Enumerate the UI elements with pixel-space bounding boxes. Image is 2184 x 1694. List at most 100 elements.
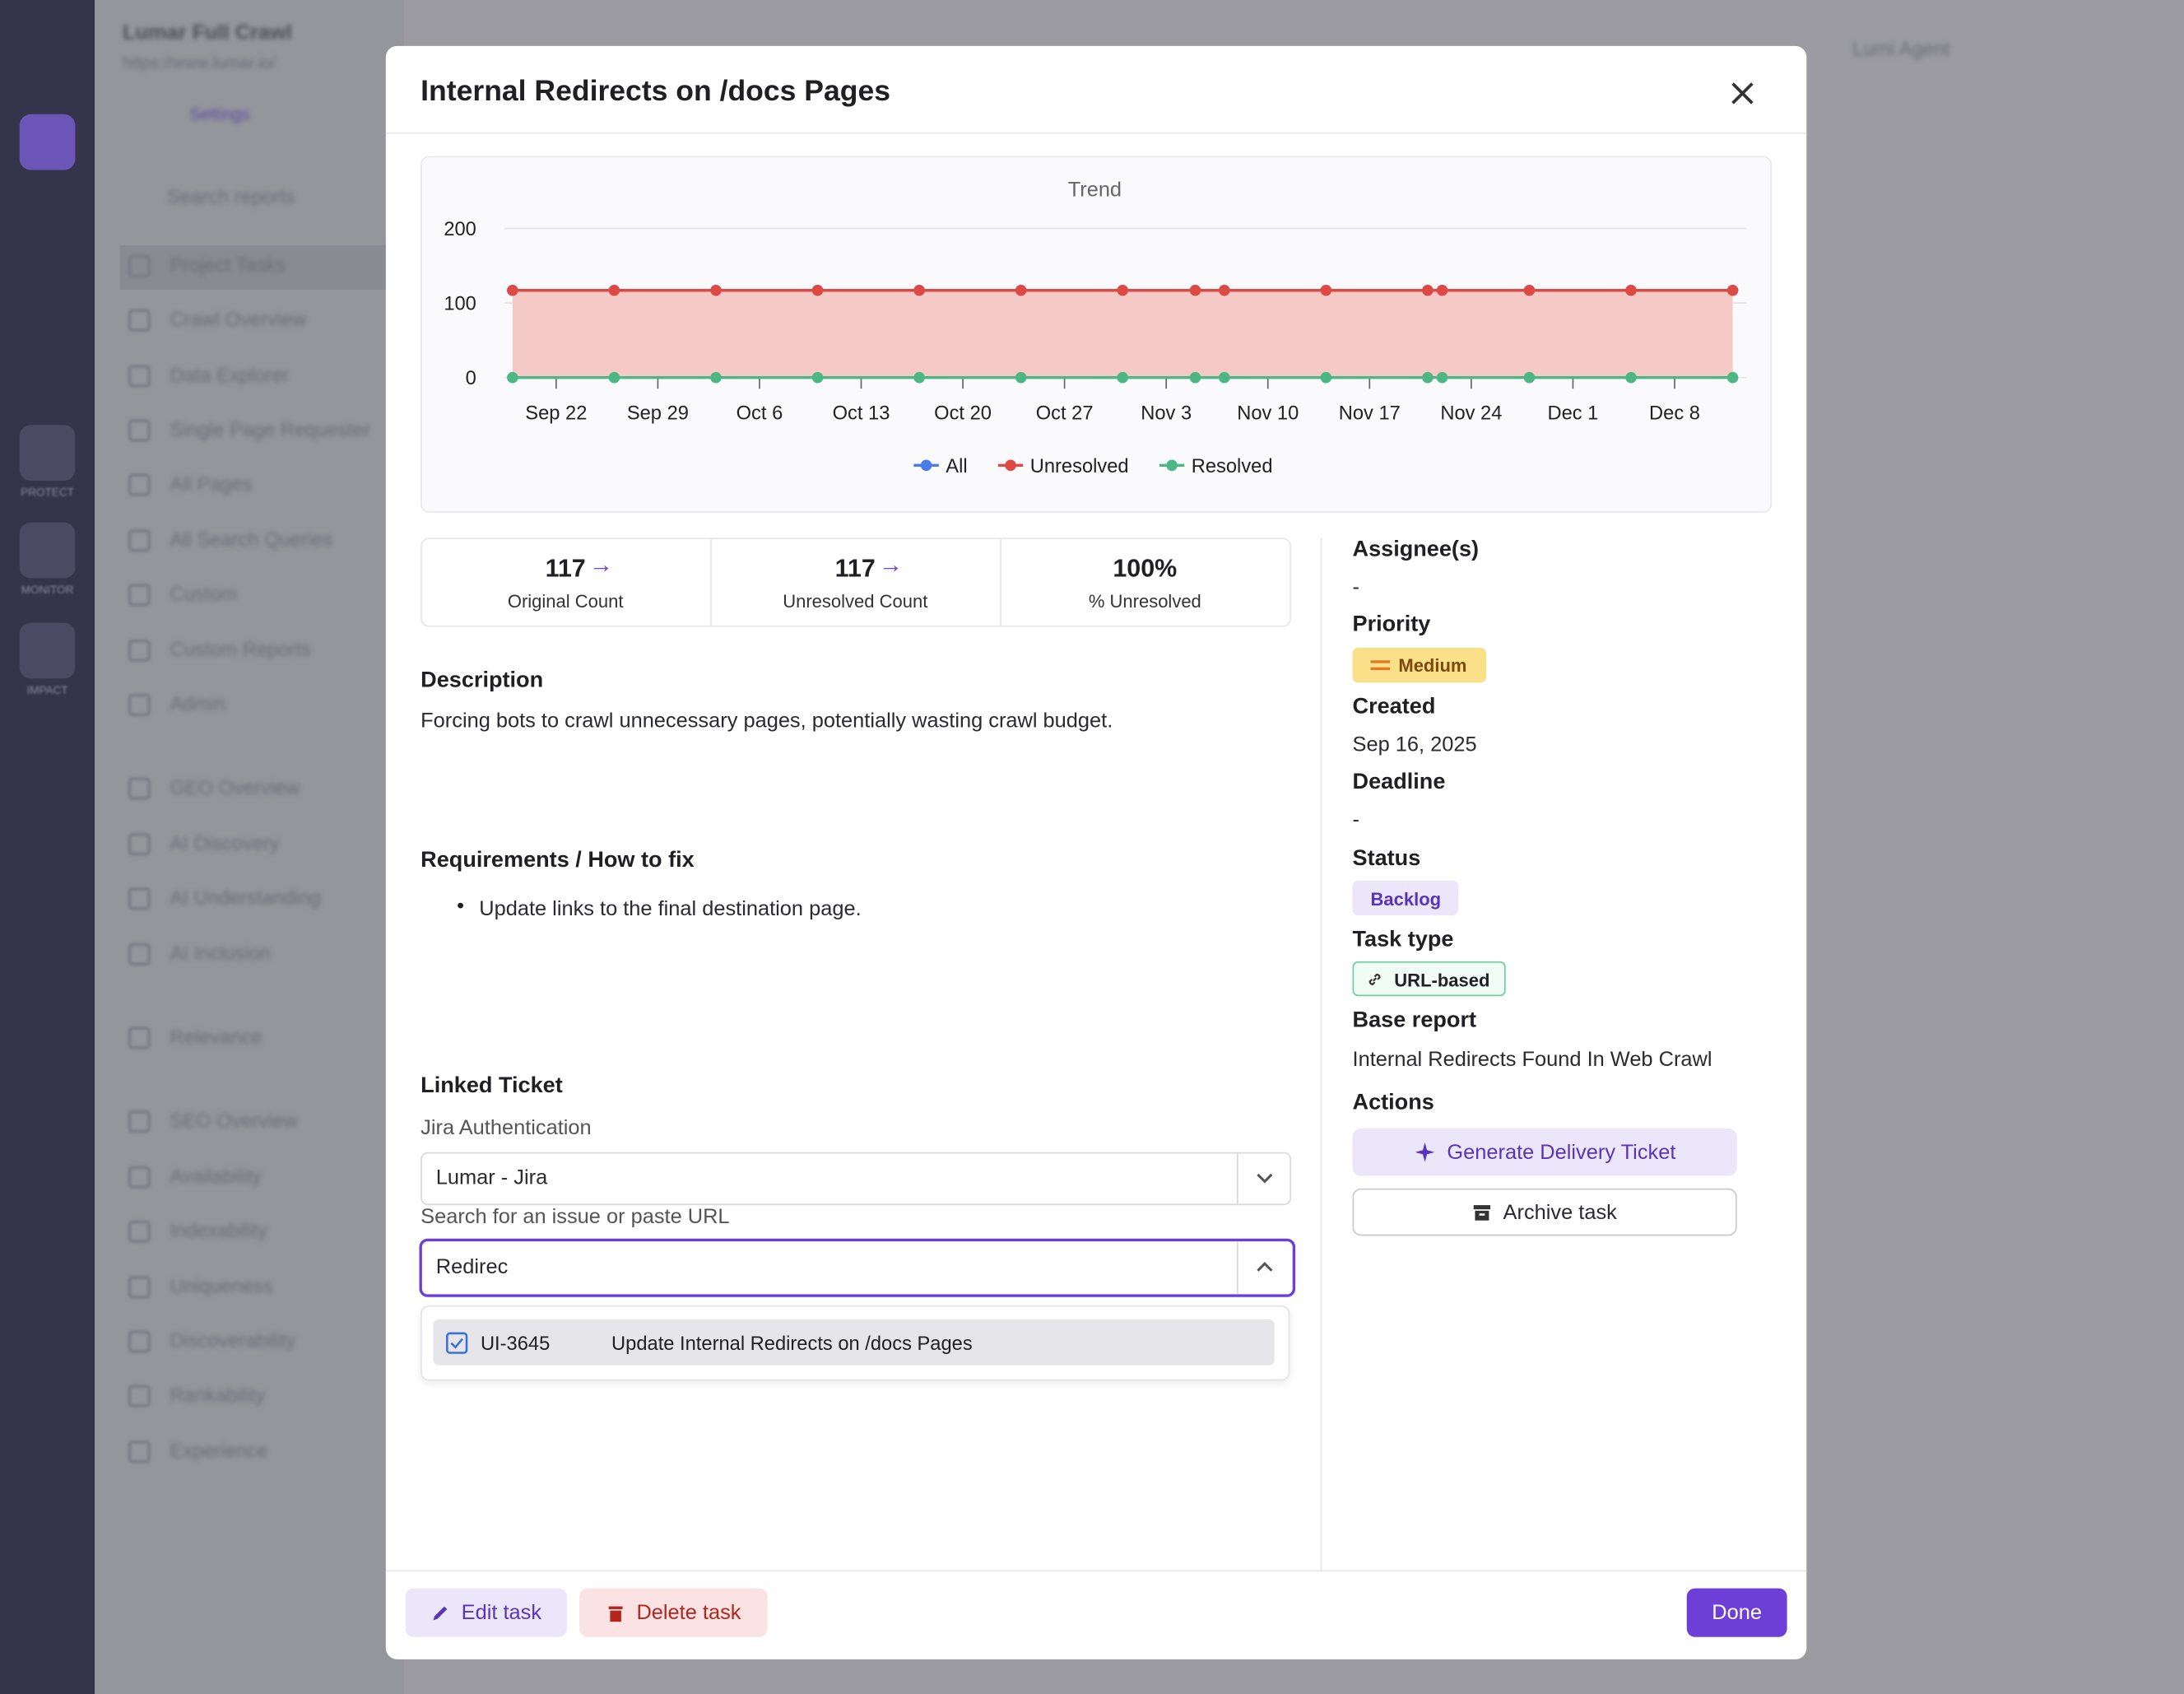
point: [710, 371, 722, 384]
chevron-down: [1257, 1173, 1273, 1184]
nav-icon: [128, 309, 151, 332]
point: [1422, 284, 1434, 296]
nav-item[interactable]: Relevance: [170, 1025, 263, 1048]
nav-item[interactable]: AI Discovery: [170, 831, 280, 854]
dropdown-option[interactable]: [433, 1319, 1275, 1366]
point: [1726, 284, 1739, 296]
point: [1189, 371, 1201, 384]
issue-search[interactable]: [419, 1238, 1296, 1297]
nav-active: [119, 244, 404, 291]
stat-value: 100%: [1113, 554, 1178, 583]
issue-key: UI-3645: [480, 1332, 551, 1355]
agent-button[interactable]: Lumi Agent: [1852, 37, 1950, 60]
nav-item[interactable]: All Search Queries: [170, 528, 333, 551]
stats-divider: [1000, 539, 1001, 626]
close-button[interactable]: [1727, 78, 1758, 109]
description-heading: Description: [421, 668, 544, 693]
status-label: Status: [1352, 847, 1421, 871]
nav-item[interactable]: GEO Overview: [170, 775, 300, 798]
legend-label: Resolved: [1192, 456, 1273, 477]
point: [1523, 284, 1536, 296]
status-badge: [1352, 880, 1459, 916]
assignee-label: Assignee(s): [1352, 538, 1480, 562]
column-divider: [1320, 538, 1322, 1571]
header-divider: [385, 132, 1807, 134]
nav-icon: [128, 1166, 151, 1189]
nav-item[interactable]: Discoverability: [170, 1329, 296, 1352]
nav-item[interactable]: AI Understanding: [170, 886, 321, 909]
nav-item[interactable]: Project Tasks: [170, 254, 286, 277]
icon-rail: [0, 0, 95, 1694]
stat-label: Unresolved Count: [783, 590, 928, 612]
nav-item[interactable]: Experience: [170, 1439, 268, 1462]
edit-button[interactable]: Edit task: [405, 1588, 567, 1637]
x-tick-label: Oct 6: [737, 403, 783, 424]
x-tick-label: Dec 8: [1649, 403, 1700, 424]
nav-item[interactable]: Custom Reports: [170, 638, 311, 661]
nav-item[interactable]: Admin: [170, 692, 225, 715]
archive-button[interactable]: Archive task: [1352, 1188, 1737, 1236]
y-tick-label: 0: [466, 368, 476, 389]
x-tick-label: Oct 20: [934, 403, 992, 424]
point: [811, 371, 824, 384]
nav-item[interactable]: Crawl Overview: [170, 308, 307, 331]
deadline: -: [1352, 807, 1359, 832]
nav-item[interactable]: Uniqueness: [170, 1274, 273, 1297]
bullet: •: [457, 894, 465, 919]
point: [1320, 284, 1332, 296]
point: [1320, 371, 1332, 384]
nav-item[interactable]: Rankability: [170, 1383, 266, 1406]
x-tick-label: Sep 29: [627, 403, 689, 424]
generate-ticket-button[interactable]: Generate Delivery Ticket: [1352, 1129, 1737, 1176]
modal-title: Internal Redirects on /docs Pages: [421, 75, 891, 108]
nav-item[interactable]: All Pages: [170, 472, 253, 495]
rail-label: IMPACT: [26, 684, 68, 697]
nav-icon: [128, 254, 151, 277]
nav-icon: [128, 1220, 151, 1243]
nav-icon: [128, 1276, 151, 1299]
y-tick-label: 100: [444, 294, 476, 315]
nav-icon: [128, 833, 151, 856]
actions-label: Actions: [1352, 1091, 1434, 1115]
assignee: -: [1352, 575, 1359, 599]
legend-swatch: [1005, 459, 1016, 472]
x-tick-label: Sep 22: [525, 403, 587, 424]
point: [1117, 371, 1129, 384]
point: [1625, 284, 1637, 296]
nav-item[interactable]: Single Page Requester: [170, 417, 371, 440]
nav-item[interactable]: AI Inclusion: [170, 942, 271, 965]
search-label: Search for an issue or paste URL: [421, 1205, 730, 1229]
nav-icon: [128, 887, 151, 910]
auth-select[interactable]: [421, 1152, 1292, 1206]
point: [1219, 371, 1230, 384]
x-tick-label: Oct 27: [1036, 403, 1094, 424]
point: [507, 284, 518, 296]
task-type: URL-based: [1394, 970, 1490, 991]
rail-icon: [19, 622, 76, 679]
point: [913, 284, 925, 296]
point: [1015, 284, 1027, 296]
settings-tab[interactable]: Settings: [189, 104, 250, 124]
base-label: Base report: [1352, 1008, 1477, 1033]
created: Sep 16, 2025: [1352, 733, 1477, 757]
nav-item[interactable]: Indexability: [170, 1219, 268, 1242]
trend-chart: Trend 0 100 200 Sep 22 Sep 29 Oct 6 Oct 13 Oct 2…: [444, 179, 1747, 477]
project-name: Lumar Full Crawl: [122, 21, 292, 45]
point: [1015, 371, 1027, 384]
point: [1436, 371, 1448, 384]
done-button[interactable]: Done: [1686, 1588, 1787, 1637]
nav-item[interactable]: Custom: [170, 582, 238, 605]
nav-icon: [128, 473, 151, 496]
nav-icon: [128, 365, 151, 388]
stats-box: [421, 538, 1292, 627]
nav-item[interactable]: SEO Overview: [170, 1109, 298, 1132]
y-tick-label: 200: [444, 219, 476, 240]
chevron-up: [1257, 1262, 1273, 1272]
nav-item[interactable]: Availability: [170, 1165, 263, 1188]
delete-button[interactable]: Delete task: [579, 1588, 768, 1637]
nav-item[interactable]: Data Explorer: [170, 363, 290, 386]
search-reports[interactable]: Search reports: [167, 185, 295, 208]
